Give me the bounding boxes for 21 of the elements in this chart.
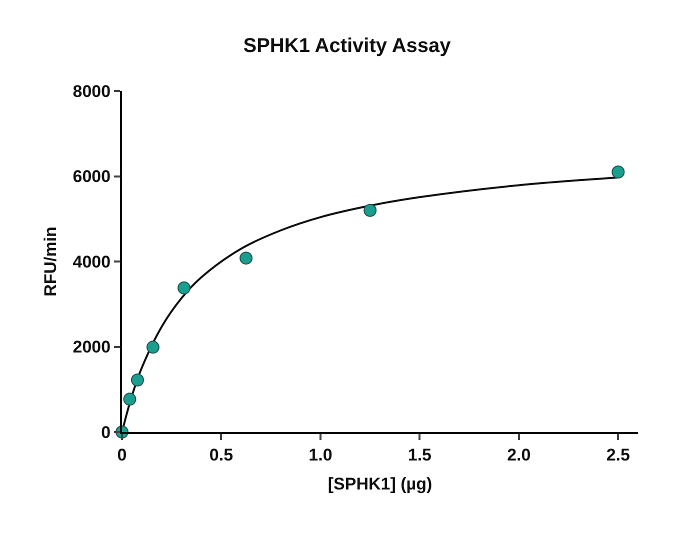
point [130,374,144,386]
x-tick-label: 2.5 [606,445,630,464]
chart-title: SPHK1 Activity Assay [243,34,452,57]
point [240,252,253,265]
point [146,340,160,354]
x-tick-label: 0 [117,445,127,464]
x-tick-label: 2.0 [507,445,531,464]
point [364,204,377,217]
y-tick-label: 2000 [72,338,111,357]
x-tick-label: 0.5 [209,445,234,464]
y-axis-title: RFU/min [40,226,60,296]
y-tick-label: 4000 [72,252,111,272]
x-tick-label: 1.0 [308,445,332,464]
x-tick-label: 1.5 [408,445,432,464]
y-tick-label: 0 [101,422,111,442]
point [123,392,136,406]
point [612,165,625,178]
x-axis-title: [SPHK1] (µg) [328,474,432,494]
y-tick-label: 8000 [72,82,111,101]
y-tick-label: 6000 [72,167,111,186]
point [178,281,191,294]
